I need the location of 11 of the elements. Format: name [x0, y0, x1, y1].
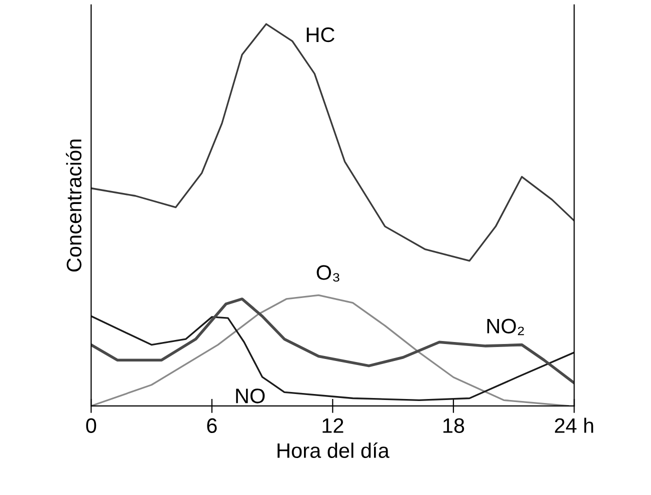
x-tick-label: 18: [443, 418, 464, 434]
x-tick-label: 12: [322, 418, 344, 433]
y-axis-title: Concentración: [66, 140, 82, 272]
x-axis-title: Hora del día: [278, 442, 390, 458]
annotation: NO₂: [487, 318, 524, 336]
x-tick-label: 0: [86, 418, 96, 434]
x-tick-label: 24 h: [554, 418, 594, 433]
annotation: HC: [306, 27, 334, 42]
annotation: NO: [236, 388, 265, 404]
annotation: O₃: [316, 265, 340, 282]
x-tick-label: 6: [207, 418, 217, 434]
